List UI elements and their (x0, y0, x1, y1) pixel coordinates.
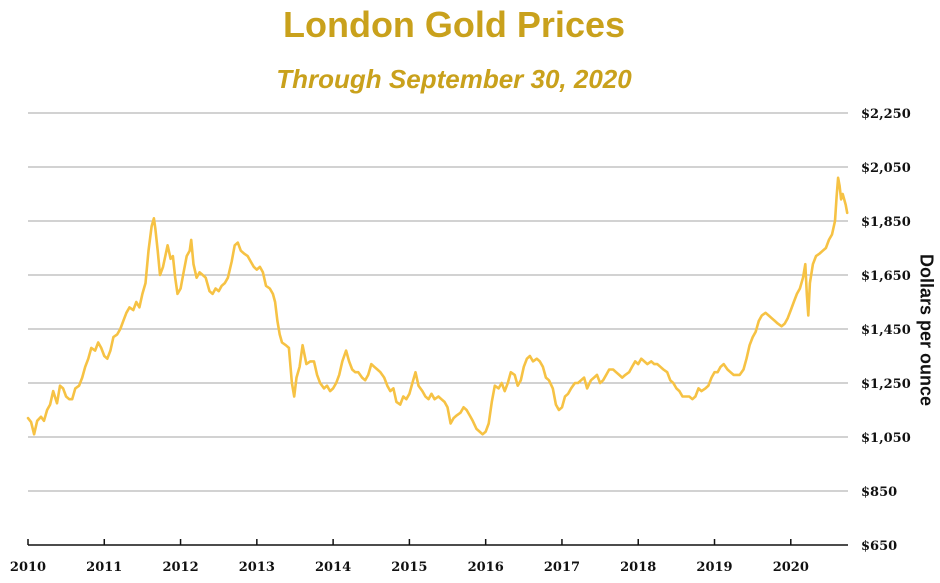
x-tick-label: 2010 (10, 560, 46, 575)
y-tick-label: $650 (861, 539, 897, 554)
y-tick-label: $1,650 (861, 269, 911, 284)
y-tick-label: $2,050 (861, 161, 911, 176)
x-tick-label: 2017 (544, 560, 580, 575)
x-axis-tick-labels: 2010 2011 2012 2013 2014 2015 2016 2017 2018 2019… (10, 560, 809, 575)
x-tick-label: 2012 (162, 560, 198, 575)
x-tick-label: 2011 (86, 560, 122, 575)
x-tick-label: 2013 (239, 560, 275, 575)
y-tick-label: $2,250 (861, 107, 911, 122)
x-tick-label: 2016 (468, 560, 504, 575)
y-tick-label: $850 (861, 485, 897, 500)
x-tick-label: 2018 (620, 560, 656, 575)
series-line-gold-price (26, 176, 849, 436)
x-axis (27, 539, 848, 546)
y-axis-label: Dollars per ounce (916, 253, 937, 407)
y-tick-label: $1,050 (861, 431, 911, 446)
chart-subtitle: Through September 30, 2020 (276, 64, 632, 94)
x-tick-label: 2019 (696, 560, 732, 575)
x-tick-label: 2014 (315, 560, 351, 575)
y-tick-label: $1,850 (861, 215, 911, 230)
y-tick-label: $1,250 (861, 377, 911, 392)
x-tick-label: 2015 (391, 560, 427, 575)
y-tick-label: $1,450 (861, 323, 911, 338)
chart-title: London Gold Prices (282, 4, 626, 45)
y-axis-tick-labels: $650 $850 $1,050 $1,250 $1,450 $1,650 $1,850 $2… (861, 107, 911, 554)
x-tick-label: 2020 (773, 560, 809, 575)
series-group (26, 176, 849, 436)
gridlines (28, 112, 848, 492)
